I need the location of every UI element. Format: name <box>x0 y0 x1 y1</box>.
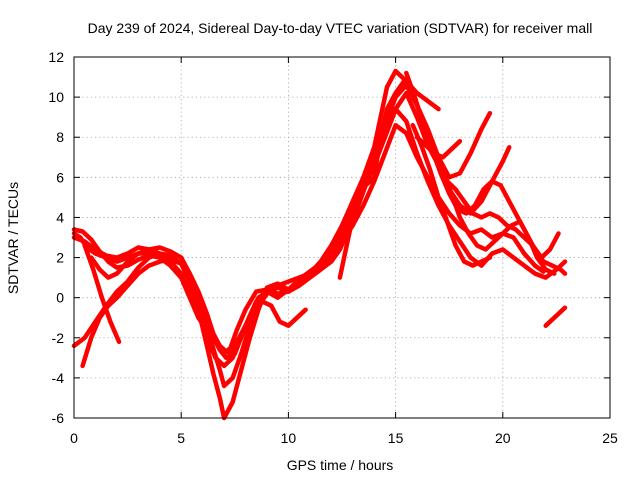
data-series-group <box>71 68 568 421</box>
y-tick-label: 4 <box>56 209 64 225</box>
axis-ticks <box>73 56 611 419</box>
x-axis-tick-labels: 0 5 10 15 20 25 <box>70 430 618 446</box>
data-series-12 <box>414 134 463 160</box>
y-axis-label: SDTVAR / TECUs <box>5 182 21 294</box>
plot-frame <box>73 56 611 419</box>
data-series-11 <box>410 122 493 268</box>
x-tick-label: 5 <box>177 430 185 446</box>
data-series-10 <box>431 151 557 276</box>
chart-title: Day 239 of 2024, Sidereal Day-to-day VTE… <box>88 20 593 36</box>
x-tick-label: 20 <box>495 430 511 446</box>
data-series-13 <box>543 305 568 328</box>
y-tick-label: 10 <box>48 89 64 105</box>
data-series-2 <box>71 82 493 361</box>
y-tick-label: -2 <box>52 330 65 346</box>
data-series-6 <box>82 243 122 345</box>
x-tick-label: 15 <box>388 430 404 446</box>
y-axis-tick-labels: -6 -4 -2 0 2 4 6 8 10 12 <box>48 49 64 426</box>
data-series-7 <box>88 251 308 357</box>
x-tick-label: 10 <box>281 430 297 446</box>
y-tick-label: 12 <box>48 49 64 65</box>
y-tick-label: 0 <box>56 290 64 306</box>
y-tick-label: 8 <box>56 129 64 145</box>
x-axis-label: GPS time / hours <box>287 457 394 473</box>
y-tick-label: 2 <box>56 250 64 266</box>
y-tick-label: -4 <box>52 370 65 386</box>
x-tick-label: 25 <box>602 430 618 446</box>
y-tick-label: -6 <box>52 410 65 426</box>
y-tick-label: 6 <box>56 169 64 185</box>
x-tick-label: 0 <box>70 430 78 446</box>
